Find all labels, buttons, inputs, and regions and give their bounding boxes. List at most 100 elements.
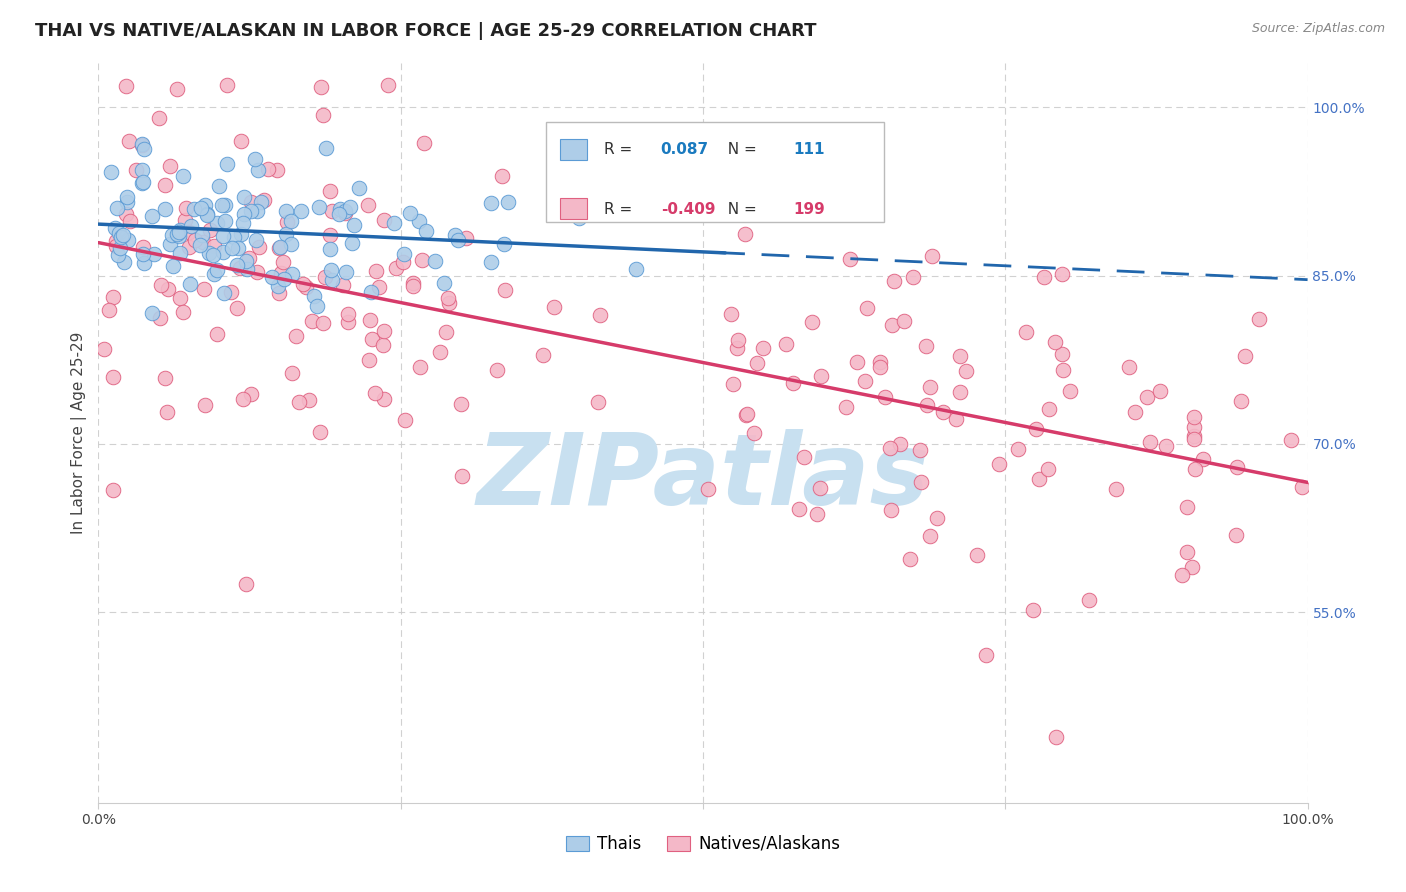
Point: [450, 397, 472, 411]
Point: [276, 215, 298, 229]
Point: [148, 111, 170, 125]
Point: [856, 301, 879, 316]
Point: [173, 213, 195, 227]
Point: [232, 392, 254, 407]
Point: [232, 217, 254, 231]
Point: [153, 178, 176, 193]
Y-axis label: In Labor Force | Age 25-29: In Labor Force | Age 25-29: [72, 332, 87, 533]
Point: [1077, 593, 1099, 607]
Point: [101, 483, 124, 497]
Point: [626, 262, 648, 277]
Point: [402, 279, 425, 293]
Point: [725, 341, 748, 355]
Point: [589, 309, 612, 323]
Point: [321, 272, 343, 286]
Text: 0.087: 0.087: [661, 143, 709, 157]
Point: [103, 290, 125, 304]
Point: [394, 413, 416, 427]
Point: [343, 218, 366, 232]
FancyBboxPatch shape: [546, 121, 884, 221]
Point: [839, 252, 862, 267]
Point: [1118, 360, 1140, 375]
Point: [793, 450, 815, 465]
Point: [112, 254, 135, 268]
Point: [932, 405, 955, 419]
Point: [188, 238, 211, 252]
Point: [115, 190, 138, 204]
Text: ZIPatlas: ZIPatlas: [477, 428, 929, 525]
Point: [193, 282, 215, 296]
Point: [434, 325, 457, 339]
Point: [333, 204, 356, 219]
Point: [211, 229, 233, 244]
Point: [411, 252, 433, 267]
Point: [115, 78, 138, 93]
Point: [240, 387, 263, 401]
Point: [1045, 730, 1067, 744]
Point: [131, 240, 153, 254]
Point: [93, 343, 115, 357]
Point: [202, 248, 225, 262]
Point: [269, 241, 291, 255]
Point: [202, 239, 225, 253]
Point: [415, 224, 437, 238]
Point: [246, 204, 269, 219]
Point: [225, 301, 247, 315]
Point: [1136, 391, 1159, 405]
Point: [1182, 410, 1205, 425]
Point: [183, 202, 205, 216]
Point: [720, 307, 742, 321]
Point: [319, 228, 342, 243]
Point: [240, 194, 263, 209]
Point: [257, 161, 280, 176]
Point: [1279, 433, 1302, 447]
Point: [966, 548, 988, 562]
Point: [245, 233, 267, 247]
Point: [910, 475, 932, 489]
Point: [382, 216, 405, 230]
Point: [845, 355, 868, 369]
Point: [1036, 461, 1059, 475]
Point: [184, 233, 207, 247]
Point: [274, 203, 297, 218]
Point: [311, 79, 333, 94]
Point: [110, 230, 132, 244]
Point: [270, 267, 292, 281]
Point: [945, 412, 967, 426]
Point: [775, 337, 797, 351]
Point: [727, 333, 749, 347]
Point: [118, 134, 141, 148]
Point: [200, 223, 222, 237]
Point: [217, 157, 239, 171]
Point: [373, 212, 395, 227]
Point: [496, 195, 519, 210]
Point: [898, 552, 921, 566]
Point: [408, 214, 430, 228]
Point: [180, 219, 202, 234]
Point: [869, 360, 891, 375]
Point: [787, 501, 810, 516]
Point: [212, 244, 235, 259]
Point: [156, 405, 179, 419]
Point: [377, 78, 399, 92]
Point: [734, 227, 756, 242]
Point: [1180, 560, 1202, 574]
Point: [1052, 363, 1074, 377]
Point: [384, 260, 406, 275]
Point: [302, 288, 325, 302]
Point: [721, 376, 744, 391]
Point: [451, 469, 474, 483]
Point: [267, 279, 290, 293]
Point: [915, 339, 938, 353]
Point: [340, 235, 363, 250]
Point: [105, 239, 128, 253]
Point: [361, 332, 384, 346]
Point: [131, 176, 153, 190]
Point: [696, 482, 718, 496]
Point: [329, 202, 352, 216]
Point: [801, 315, 824, 329]
Point: [495, 283, 517, 297]
Point: [229, 134, 252, 148]
Point: [105, 202, 128, 216]
Point: [337, 307, 360, 321]
